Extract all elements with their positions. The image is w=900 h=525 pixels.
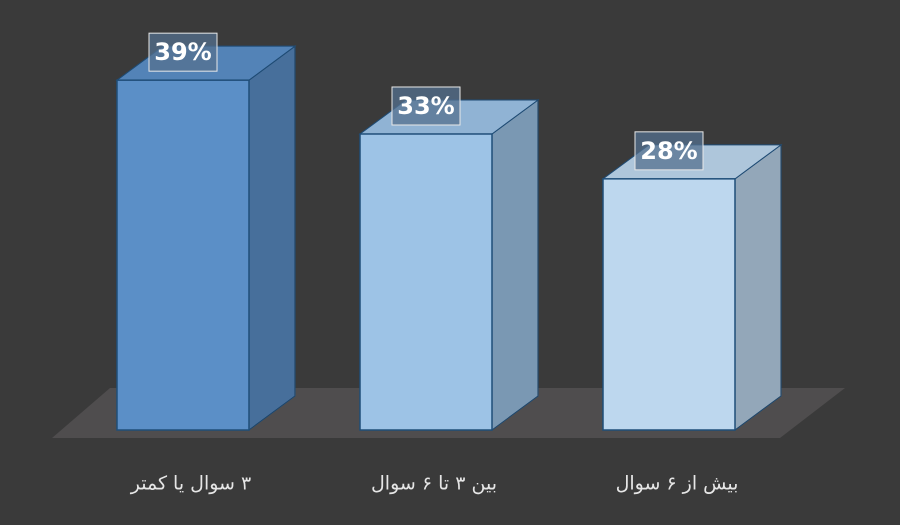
value-label-box (634, 131, 704, 171)
bar-side-shade (735, 144, 781, 430)
bar-side-shade (492, 99, 538, 431)
value-label: 33% (397, 92, 454, 120)
value-label: 39% (154, 38, 211, 66)
bar-side-shade (249, 46, 295, 431)
x-tick-label: بیش از ۶ سوال (616, 473, 739, 495)
x-tick-label: ۳ سوال یا کمتر (130, 473, 251, 495)
bar (359, 133, 493, 431)
x-tick-label: بین ۳ تا ۶ سوال (371, 473, 497, 495)
value-label: 28% (640, 137, 697, 165)
value-label-box (148, 32, 218, 72)
bar (116, 79, 250, 431)
value-label-box (391, 86, 461, 126)
bar (602, 178, 736, 431)
